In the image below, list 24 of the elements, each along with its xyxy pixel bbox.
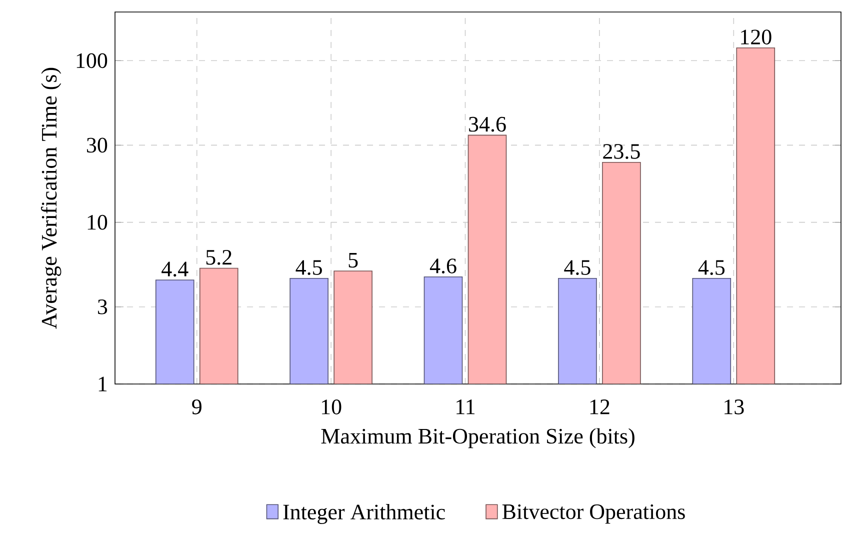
data-label: 120 (741, 30, 772, 44)
legend-label: Integer Arithmetic (283, 504, 445, 524)
data-label: 4.5 (564, 260, 590, 275)
data-label: 4.5 (296, 260, 322, 275)
data-label: 4.5 (698, 260, 725, 275)
x-tick-label: 11 (456, 400, 475, 414)
x-axis-title: Maximum Bit-Operation Size (bits) (321, 428, 634, 448)
legend-label: Bitvector Operations (502, 504, 685, 524)
x-tick-label: 9 (192, 400, 202, 414)
data-label: 34.6 (469, 116, 506, 132)
data-label: 4.6 (430, 258, 456, 274)
x-tick-label: 12 (590, 400, 610, 414)
y-axis-title: Average Verification Time (s) (40, 68, 62, 329)
y-tick-label: 100 (76, 53, 108, 68)
y-tick-label: 30 (87, 138, 108, 153)
data-label: 5.2 (206, 250, 232, 265)
x-tick-label: 10 (322, 400, 342, 414)
y-tick-label: 3 (98, 299, 108, 314)
y-tick-label: 10 (88, 214, 108, 230)
data-label: 5 (348, 252, 358, 268)
y-tick-label: 1 (98, 376, 107, 392)
x-tick-label: 13 (724, 400, 744, 414)
data-label: 4.4 (162, 262, 188, 277)
data-label: 23.5 (603, 144, 640, 159)
